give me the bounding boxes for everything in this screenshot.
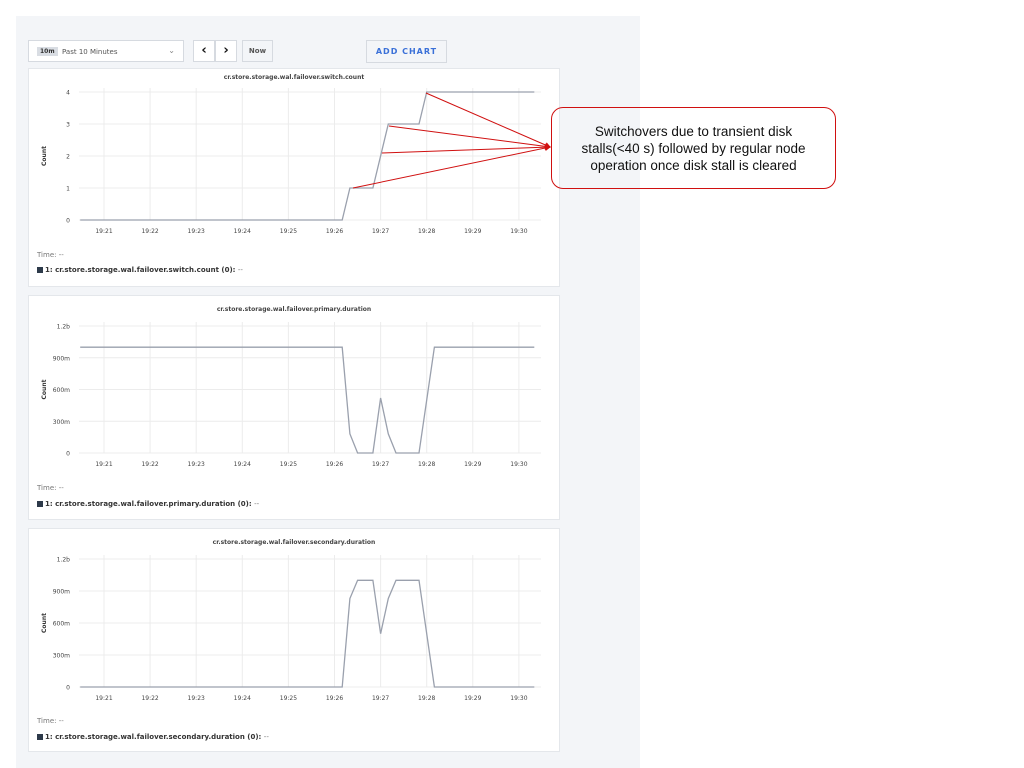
series-line (80, 346, 535, 454)
time-readout: Time: -- (37, 717, 64, 725)
add-chart-button[interactable]: ADD CHART (366, 40, 447, 63)
x-tick-label: 19:21 (95, 695, 112, 702)
time-readout: Time: -- (37, 484, 64, 492)
previous-range-button[interactable]: ‹ (193, 40, 215, 62)
chart-panel-switch-count: cr.store.storage.wal.failover.switch.cou… (28, 68, 560, 287)
legend-item: 1: cr.store.storage.wal.failover.primary… (37, 500, 259, 508)
legend-swatch (37, 501, 43, 507)
y-tick-label: 300m (53, 653, 70, 660)
x-tick-label: 19:26 (326, 228, 343, 235)
y-tick-label: 1 (66, 186, 70, 193)
x-tick-label: 19:29 (464, 461, 481, 468)
x-tick-label: 19:25 (280, 695, 297, 702)
y-tick-label: 3 (66, 122, 70, 129)
y-tick-label: 600m (53, 621, 70, 628)
x-tick-label: 19:25 (280, 461, 297, 468)
y-tick-label: 1.2b (57, 324, 71, 331)
x-tick-label: 19:30 (510, 461, 527, 468)
chart-title: cr.store.storage.wal.failover.primary.du… (216, 306, 372, 313)
legend-swatch (37, 267, 43, 273)
chevron-down-icon: ⌄ (168, 46, 175, 55)
range-label: Past 10 Minutes (62, 48, 118, 56)
chart-panel-primary-duration: cr.store.storage.wal.failover.primary.du… (28, 295, 560, 520)
y-axis-label: Count (41, 613, 48, 633)
x-tick-label: 19:29 (464, 228, 481, 235)
y-tick-label: 4 (66, 90, 70, 97)
annotation-callout: Switchovers due to transient disk stalls… (551, 107, 836, 189)
y-tick-label: 900m (53, 355, 70, 362)
series-line (80, 579, 535, 688)
y-tick-label: 1.2b (57, 557, 71, 564)
x-tick-label: 19:21 (95, 228, 112, 235)
x-tick-label: 19:21 (95, 461, 112, 468)
x-tick-label: 19:28 (418, 461, 435, 468)
x-tick-label: 19:27 (372, 695, 389, 702)
x-tick-label: 19:27 (372, 228, 389, 235)
x-tick-label: 19:28 (418, 228, 435, 235)
now-button[interactable]: Now (242, 40, 273, 62)
chart-panel-secondary-duration: cr.store.storage.wal.failover.secondary.… (28, 528, 560, 752)
chart-title: cr.store.storage.wal.failover.switch.cou… (223, 74, 365, 81)
x-tick-label: 19:30 (510, 228, 527, 235)
y-axis-label: Count (41, 379, 48, 399)
y-tick-label: 2 (66, 154, 70, 161)
chevron-right-icon: › (223, 43, 229, 58)
x-tick-label: 19:24 (234, 228, 251, 235)
range-badge: 10m (37, 47, 58, 56)
chart-plot: 0 300m 600m 900m 1.2b 19:21 19:22 19:23 19:24 19:… (41, 322, 541, 468)
y-tick-label: 300m (53, 419, 70, 426)
chevron-left-icon: ‹ (201, 43, 207, 58)
legend-item: 1: cr.store.storage.wal.failover.switch.… (37, 266, 243, 274)
x-tick-label: 19:22 (141, 461, 158, 468)
y-tick-label: 0 (66, 685, 70, 692)
x-tick-label: 19:24 (234, 461, 251, 468)
time-range-select[interactable]: 10m Past 10 Minutes ⌄ (28, 40, 184, 62)
y-tick-label: 0 (66, 451, 70, 458)
x-tick-label: 19:27 (372, 461, 389, 468)
x-tick-label: 19:26 (326, 695, 343, 702)
x-tick-label: 19:22 (141, 228, 158, 235)
y-tick-label: 600m (53, 387, 70, 394)
y-tick-label: 0 (66, 218, 70, 225)
x-tick-label: 19:24 (234, 695, 251, 702)
x-tick-label: 19:28 (418, 695, 435, 702)
y-tick-label: 900m (53, 589, 70, 596)
next-range-button[interactable]: › (215, 40, 237, 62)
legend-swatch (37, 734, 43, 740)
x-tick-label: 19:30 (510, 695, 527, 702)
chart-plot: 0 300m 600m 900m 1.2b 19:21 19:22 19:23 19:24 19:… (41, 555, 541, 702)
time-readout: Time: -- (37, 251, 64, 259)
y-axis-label: Count (41, 146, 48, 166)
x-tick-label: 19:29 (464, 695, 481, 702)
chart-plot: 0 1 2 3 4 19:21 19:22 19:23 19:24 19:25 19:26 19:27… (41, 88, 541, 235)
x-tick-label: 19:22 (141, 695, 158, 702)
legend-item: 1: cr.store.storage.wal.failover.seconda… (37, 733, 269, 741)
x-tick-label: 19:26 (326, 461, 343, 468)
x-tick-label: 19:23 (188, 695, 205, 702)
x-tick-label: 19:23 (188, 461, 205, 468)
chart-title: cr.store.storage.wal.failover.secondary.… (212, 539, 376, 546)
x-tick-label: 19:23 (188, 228, 205, 235)
x-tick-label: 19:25 (280, 228, 297, 235)
